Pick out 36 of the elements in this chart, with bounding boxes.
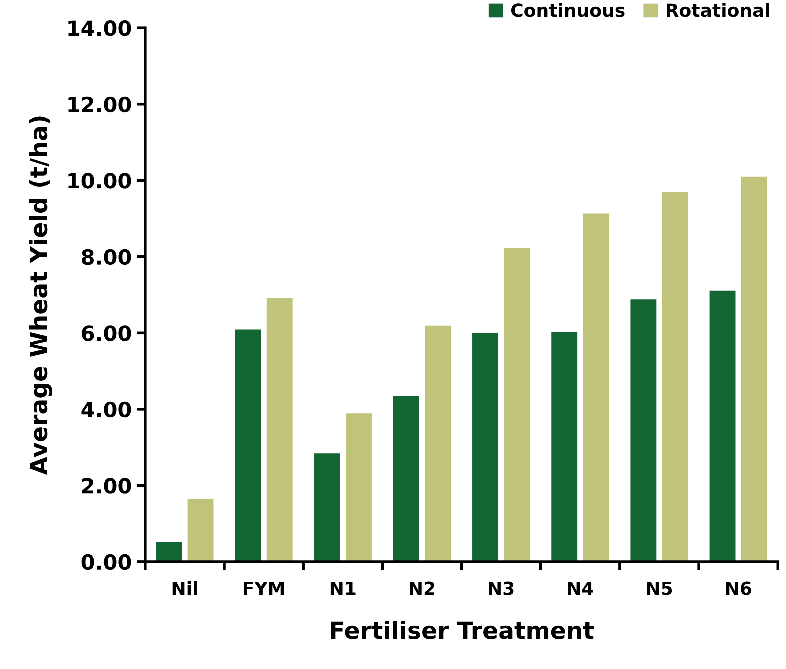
bar [156,542,182,562]
x-tick-label: Nil [172,581,198,596]
x-tick-label: N6 [726,582,752,596]
bar [472,334,498,562]
y-axis-title: Average Wheat Yield (t/ha) [29,116,52,476]
bar [583,214,610,562]
x-tick-label: N4 [568,582,594,596]
x-tick-label: FYM [244,582,284,596]
bar [662,192,688,562]
bar [425,326,452,562]
bar [393,396,420,562]
x-tick-label: N1 [330,582,356,596]
bar [235,330,262,562]
y-tick-label: 10.00 [68,173,132,189]
y-tick-label: 4.00 [82,402,132,418]
bar [266,298,293,562]
y-tick-label: 2.00 [82,478,132,494]
y-tick-label: 0.00 [82,554,132,570]
bar [346,414,372,562]
bar [314,454,340,562]
bar [504,248,530,562]
x-tick-label: N2 [410,582,434,596]
bar [710,290,736,562]
x-tick-label: N5 [647,582,672,596]
bar [188,499,214,562]
bar [630,300,657,562]
y-tick-label: 12.00 [68,96,132,113]
y-tick-label: 8.00 [82,249,132,266]
bar [741,176,768,562]
x-tick-label: N3 [489,582,514,596]
legend-label: Rotational [667,3,770,18]
y-tick-label: 6.00 [82,326,132,342]
bar [552,332,578,562]
y-tick-label: 14.00 [68,20,132,36]
x-axis-title: Fertiliser Treatment [331,621,594,640]
legend-label: Continuous [511,3,625,18]
